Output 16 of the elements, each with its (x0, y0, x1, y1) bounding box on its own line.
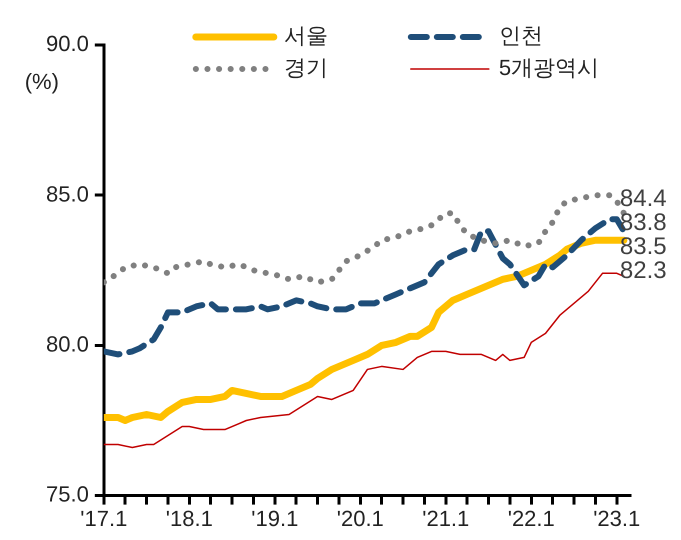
legend-label: 인천 (498, 23, 543, 48)
x-tick-label: '17.1 (80, 506, 128, 531)
x-tick-label: '20.1 (336, 506, 384, 531)
legend-label: 서울 (284, 23, 328, 48)
y-tick-label: 90.0 (46, 31, 89, 56)
legend-label: 경기 (284, 55, 328, 80)
legend-label: 5개광역시 (498, 55, 600, 80)
x-tick-label: '22.1 (508, 506, 555, 531)
x-tick-label: '23.1 (593, 506, 640, 531)
y-tick-label: 85.0 (46, 181, 89, 206)
y-axis-title: (%) (24, 69, 59, 94)
x-tick-label: '19.1 (251, 506, 298, 531)
x-tick-label: '18.1 (166, 506, 213, 531)
x-tick-label: '21.1 (422, 506, 470, 531)
y-tick-label: 80.0 (46, 331, 89, 356)
y-tick-label: 75.0 (46, 482, 89, 507)
